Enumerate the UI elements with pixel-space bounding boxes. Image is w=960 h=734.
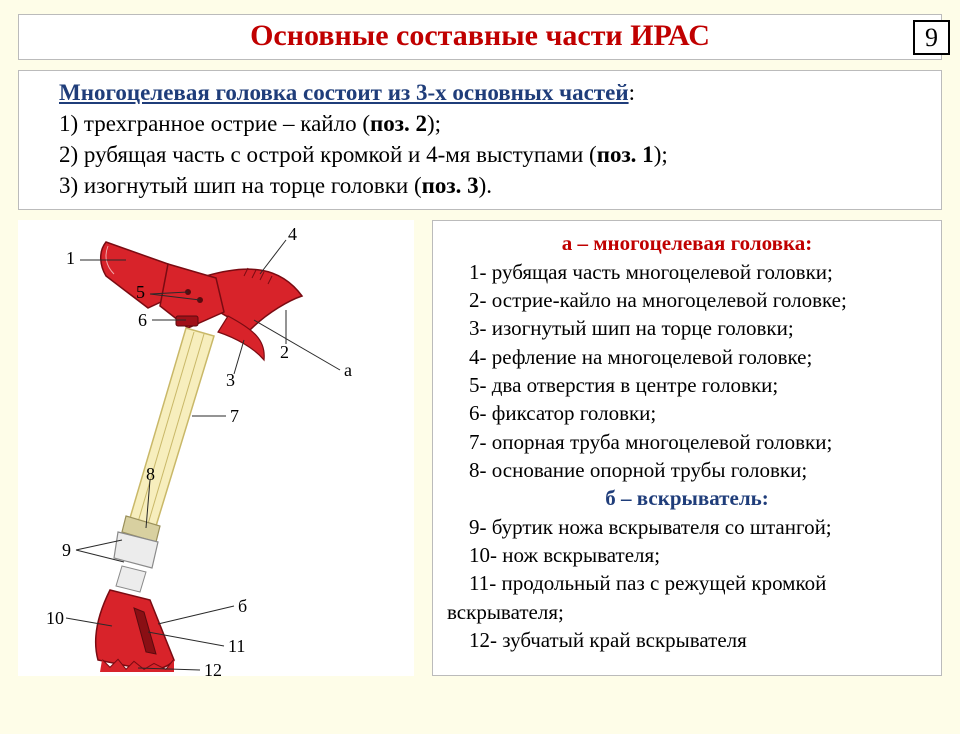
- intro-1a: 1) трехгранное острие – кайло (: [59, 111, 370, 136]
- lbl-a: а: [344, 360, 352, 381]
- intro-3c: ).: [479, 173, 492, 198]
- legend-b12: 12- зубчатый край вскрывателя: [447, 626, 927, 654]
- tube-group: [122, 328, 214, 542]
- lbl-10: 10: [46, 608, 64, 629]
- intro-1c: );: [427, 111, 441, 136]
- legend-a6: 6- фиксатор головки;: [447, 399, 927, 427]
- intro-line-1: 1) трехгранное острие – кайло (поз. 2);: [59, 108, 923, 139]
- legend-b11b: вскрывателя;: [447, 598, 927, 626]
- legend-b9: 9- буртик ножа вскрывателя со штангой;: [447, 513, 927, 541]
- lbl-9: 9: [62, 540, 71, 561]
- legend-box: а – многоцелевая головка: 1- рубящая час…: [432, 220, 942, 676]
- lbl-1: 1: [66, 248, 75, 269]
- intro-line-2: 2) рубящая часть с острой кромкой и 4-мя…: [59, 139, 923, 170]
- lbl-12: 12: [204, 660, 222, 681]
- lbl-11: 11: [228, 636, 245, 657]
- page-number: 9: [913, 20, 950, 55]
- opener-group: [96, 532, 174, 672]
- intro-line-3: 3) изогнутый шип на торце головки (поз. …: [59, 170, 923, 201]
- lbl-4: 4: [288, 224, 297, 245]
- legend-a2: 2- острие-кайло на многоцелевой головке;: [447, 286, 927, 314]
- lower-row: 1 4 5 6 2 3 а 7 8 9 б 10 11 12 а – много…: [18, 220, 942, 676]
- lbl-b: б: [238, 596, 247, 617]
- legend-a1: 1- рубящая часть многоцелевой головки;: [447, 258, 927, 286]
- intro-colon: :: [629, 80, 635, 105]
- diagram-svg: [18, 220, 414, 676]
- intro-3b: поз. 3: [422, 173, 479, 198]
- intro-heading-line: Многоцелевая головка состоит из 3-х осно…: [59, 77, 923, 108]
- lbl-6: 6: [138, 310, 147, 331]
- lbl-8: 8: [146, 464, 155, 485]
- intro-3a: 3) изогнутый шип на торце головки (: [59, 173, 422, 198]
- diagram: 1 4 5 6 2 3 а 7 8 9 б 10 11 12: [18, 220, 414, 676]
- intro-2a: 2) рубящая часть с острой кромкой и 4-мя…: [59, 142, 597, 167]
- title-box: Основные составные части ИРАС: [18, 14, 942, 60]
- intro-1b: поз. 2: [370, 111, 427, 136]
- legend-a3: 3- изогнутый шип на торце головки;: [447, 314, 927, 342]
- lbl-7: 7: [230, 406, 239, 427]
- legend-a7: 7- опорная труба многоцелевой головки;: [447, 428, 927, 456]
- intro-heading: Многоцелевая головка состоит из 3-х осно…: [59, 80, 629, 105]
- legend-a4: 4- рефление на многоцелевой головке;: [447, 343, 927, 371]
- legend-section-b: б – вскрыватель:: [447, 484, 927, 512]
- lbl-3: 3: [226, 370, 235, 391]
- intro-2c: );: [654, 142, 668, 167]
- intro-2b: поз. 1: [597, 142, 654, 167]
- legend-a8: 8- основание опорной трубы головки;: [447, 456, 927, 484]
- legend-b10: 10- нож вскрывателя;: [447, 541, 927, 569]
- legend-a5: 5- два отверстия в центре головки;: [447, 371, 927, 399]
- page-title: Основные составные части ИРАС: [19, 19, 941, 53]
- legend-b11a: 11- продольный паз с режущей кромкой: [447, 569, 927, 597]
- lbl-5: 5: [136, 282, 145, 303]
- lbl-2: 2: [280, 342, 289, 363]
- intro-box: Многоцелевая головка состоит из 3-х осно…: [18, 70, 942, 210]
- legend-section-a: а – многоцелевая головка:: [447, 229, 927, 257]
